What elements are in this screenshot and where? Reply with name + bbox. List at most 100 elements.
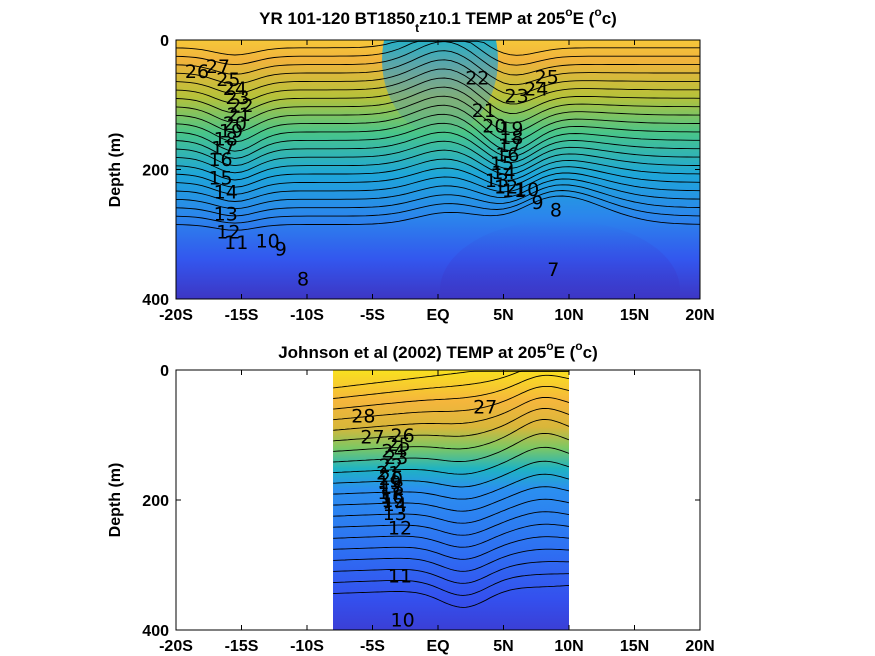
isotherm-line — [333, 486, 569, 512]
panel-obs-title: Johnson et al (2002) TEMP at 205oE (oc) — [278, 339, 598, 362]
isotherm-line — [333, 370, 569, 399]
x-tick-label: -15S — [225, 307, 259, 324]
panel-obs-contours — [333, 370, 569, 608]
isotherm-line — [333, 396, 569, 431]
isotherm-line — [333, 573, 569, 596]
isotherm-line — [333, 585, 569, 608]
contour-label: 13 — [214, 204, 238, 226]
isotherm-line — [333, 419, 569, 452]
contour-label: 23 — [225, 87, 249, 109]
contour-label: 18 — [499, 127, 523, 149]
contour-label: 24 — [524, 79, 548, 101]
isotherm-line — [333, 523, 569, 548]
contour-label: 20 — [379, 468, 403, 490]
y-tick-label: 200 — [142, 163, 169, 180]
contour-label: 27 — [473, 396, 497, 418]
contour-label: 19 — [219, 121, 243, 143]
isotherm-line — [333, 385, 569, 421]
contour-label: 9 — [275, 238, 287, 260]
panel-model-title: YR 101-120 BT1850tz10.1 TEMP at 205oE (o… — [259, 5, 617, 35]
contour-label: 11 — [502, 180, 526, 202]
panel-obs-ylabel: Depth (m) — [107, 463, 124, 538]
x-tick-label: 5N — [493, 307, 513, 324]
isotherm-line — [176, 59, 700, 95]
isotherm-line — [176, 140, 700, 174]
x-tick-label: 5N — [493, 638, 513, 655]
contour-label: 22 — [465, 68, 489, 90]
contour-label: 10 — [256, 231, 280, 253]
isotherm-line — [333, 432, 569, 463]
contour-label: 22 — [379, 455, 403, 477]
x-tick-label: 15N — [620, 638, 649, 655]
contour-label: 8 — [297, 268, 309, 290]
contour-label: 15 — [490, 153, 514, 175]
contour-label: 23 — [384, 447, 408, 469]
contour-label: 20 — [482, 115, 506, 137]
x-tick-label: 20N — [685, 638, 714, 655]
panel-obs-field — [333, 370, 569, 630]
panel-model-deep-north — [440, 220, 680, 299]
contour-label: 17 — [498, 135, 522, 157]
contour-label: 12 — [494, 176, 518, 198]
isotherm-line — [176, 77, 700, 114]
isotherm-line — [333, 407, 569, 442]
contour-label: 19 — [377, 472, 401, 494]
panel-model-field — [176, 40, 700, 299]
contour-label: 22 — [229, 95, 253, 117]
contour-label: 8 — [550, 200, 562, 222]
isotherm-line — [176, 86, 700, 124]
contour-label: 19 — [499, 118, 523, 140]
contour-label: 7 — [547, 259, 559, 281]
contour-label: 24 — [223, 78, 247, 100]
contour-label: 26 — [185, 61, 209, 83]
contour-label: 21 — [376, 463, 400, 485]
contour-label: 17 — [211, 137, 235, 159]
isotherm-line — [176, 104, 700, 143]
y-tick-label: 0 — [160, 363, 169, 380]
isotherm-line — [333, 561, 569, 584]
isotherm-line — [176, 158, 700, 188]
contour-label: 16 — [208, 149, 232, 171]
isotherm-line — [176, 184, 700, 217]
isotherm-line — [176, 122, 700, 159]
isotherm-line — [176, 149, 700, 181]
contour-label: 10 — [515, 179, 539, 201]
contour-label: 21 — [227, 104, 251, 126]
isotherm-line — [333, 498, 569, 524]
x-tick-label: -10S — [290, 307, 324, 324]
panel-obs: Johnson et al (2002) TEMP at 205oE (oc) … — [107, 339, 715, 655]
panel-model-axes: -20S -15S -10S -5S EQ 5N 10N 15N 20N 0 200 400 — [142, 33, 714, 324]
isotherm-line — [333, 536, 569, 560]
isotherm-line — [176, 195, 700, 231]
y-tick-label: 400 — [142, 292, 169, 309]
contour-label: 28 — [351, 406, 375, 428]
contour-label: 23 — [505, 86, 529, 108]
x-tick-label: -10S — [290, 638, 324, 655]
isotherm-line — [333, 446, 569, 475]
x-tick-label: 15N — [620, 307, 649, 324]
isotherm-line — [176, 178, 700, 210]
isotherm-line — [333, 460, 569, 488]
panel-obs-color-field — [333, 370, 569, 630]
isotherm-line — [333, 548, 569, 572]
contour-label: 12 — [216, 222, 240, 244]
contour-label: 14 — [214, 182, 238, 204]
contour-label: 18 — [214, 128, 238, 150]
isotherm-line — [176, 190, 700, 224]
contour-label: 9 — [532, 192, 544, 214]
contour-label: 14 — [491, 162, 515, 184]
contour-label: 21 — [472, 100, 496, 122]
contour-label: 14 — [383, 494, 407, 516]
x-tick-label: -20S — [159, 638, 193, 655]
isotherm-line — [333, 374, 569, 410]
isotherm-line — [333, 473, 569, 500]
isotherm-line — [176, 113, 700, 152]
x-tick-label: 10N — [554, 307, 583, 324]
panel-obs-axes: -20S -15S -10S -5S EQ 5N 10N 15N 20N 0 200 400 — [142, 363, 714, 655]
panel-model: YR 101-120 BT1850tz10.1 TEMP at 205oE (o… — [107, 5, 715, 324]
contour-label: 10 — [391, 610, 415, 632]
contour-label: 26 — [391, 425, 415, 447]
